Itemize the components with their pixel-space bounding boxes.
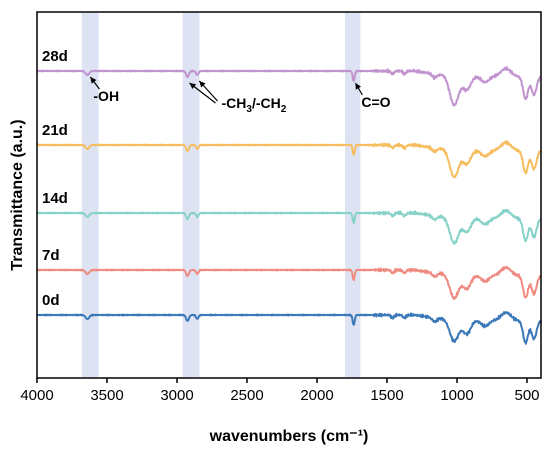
annotation-oh: -OH: [93, 88, 119, 104]
highlight-band-0: [81, 13, 99, 377]
series-labels: 0d 7d 14d 21d 28d: [42, 48, 68, 309]
x-axis-title: wavenumbers (cm⁻¹): [209, 428, 369, 445]
series-line-14d: [36, 209, 542, 245]
highlight-bands: [81, 13, 361, 377]
annotation-oh-arrow-head: [90, 77, 97, 84]
annotation-co-arrow-head: [355, 83, 362, 90]
x-tick-label-2500: 2500: [230, 387, 263, 404]
plot-frame: [36, 11, 542, 379]
x-tick-label-4000: 4000: [20, 387, 53, 404]
series-line-7d: [36, 265, 542, 300]
x-tick-label-2000: 2000: [300, 387, 333, 404]
annotation-ch3-arrow-head: [189, 83, 197, 90]
x-axis-ticks: 4000 3500 3000 2500 2000 1500 1000 500: [20, 378, 540, 404]
series-label-14d: 14d: [42, 190, 68, 207]
annotations: -OH -CH3/-CH2 C=O: [89, 76, 391, 115]
x-tick-label-1000: 1000: [440, 387, 473, 404]
x-tick-label-1500: 1500: [370, 387, 403, 404]
series-label-7d: 7d: [42, 247, 60, 264]
series-label-21d: 21d: [42, 122, 68, 139]
series-lines: [36, 66, 542, 345]
series-line-0d: [36, 311, 542, 345]
series-line-28d: [36, 66, 542, 107]
x-tick-label-3000: 3000: [160, 387, 193, 404]
x-tick-label-3500: 3500: [90, 387, 123, 404]
annotation-ch2-arrow-head: [199, 81, 206, 88]
y-axis-title: Transmittance (a.u.): [9, 119, 26, 270]
series-label-0d: 0d: [42, 292, 60, 309]
annotation-co: C=O: [361, 94, 390, 110]
x-tick-label-500: 500: [514, 387, 539, 404]
series-line-21d: [36, 140, 542, 179]
annotation-ch3-ch2: -CH3/-CH2: [222, 95, 287, 115]
highlight-band-2: [345, 13, 361, 377]
series-label-28d: 28d: [42, 48, 68, 65]
highlight-band-1: [182, 13, 200, 377]
